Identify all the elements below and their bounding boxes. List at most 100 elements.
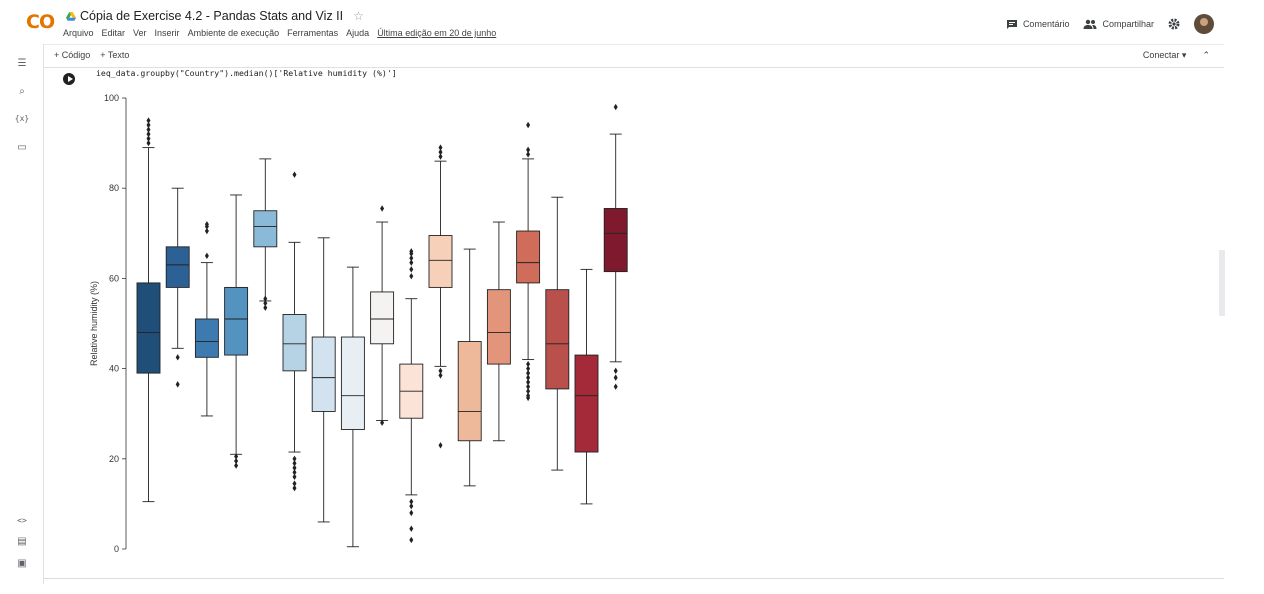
logo-text: CO xyxy=(26,11,55,33)
box xyxy=(545,289,570,390)
menu-item[interactable]: Ferramentas xyxy=(287,28,339,38)
outlier-point xyxy=(613,374,618,381)
box xyxy=(457,341,482,442)
outlier-point xyxy=(292,464,297,472)
outlier-point xyxy=(409,536,414,544)
outlier-point xyxy=(234,462,239,469)
code-cell[interactable]: ieq_data.groupby("Country").median()['Re… xyxy=(56,67,1224,577)
outlier-point xyxy=(409,248,414,255)
box xyxy=(282,314,307,372)
outlier-point xyxy=(526,374,531,381)
outlier-point xyxy=(292,171,297,178)
header-actions: Comentário Compartilhar xyxy=(1006,14,1214,34)
outlier-point xyxy=(292,455,297,462)
chevron-up-icon[interactable]: ⌃ xyxy=(1202,50,1210,60)
y-tick-label: 60 xyxy=(109,273,119,283)
menu-item[interactable]: Editar xyxy=(101,28,126,38)
share-label: Compartilhar xyxy=(1102,19,1154,29)
drive-icon xyxy=(66,11,76,21)
box xyxy=(340,336,365,430)
box xyxy=(370,291,395,345)
colab-logo[interactable]: CO xyxy=(26,11,55,33)
share-button[interactable]: Compartilhar xyxy=(1083,19,1154,29)
box xyxy=(253,210,278,248)
outlier-point xyxy=(526,369,531,377)
outlier-point xyxy=(204,227,209,235)
outlier-point xyxy=(613,383,618,390)
outlier-point xyxy=(204,221,209,228)
notebook-title[interactable]: Cópia de Exercise 4.2 - Pandas Stats and… xyxy=(80,9,344,23)
boxplot-chart: 0 20 40 60 80 100 Relative humidity (%) xyxy=(89,93,628,554)
outlier-point xyxy=(409,272,414,280)
outlier-point xyxy=(526,387,531,395)
menu-item[interactable]: Ajuda xyxy=(346,28,370,38)
outlier-point xyxy=(526,121,531,129)
table-of-contents-icon[interactable]: ☰ xyxy=(17,58,27,69)
y-tick-label: 40 xyxy=(109,364,119,374)
app-header: CO Cópia de Exercise 4.2 - Pandas Stats … xyxy=(0,0,1264,44)
comment-button[interactable]: Comentário xyxy=(1006,19,1070,30)
cell-divider xyxy=(44,578,1224,579)
menu-item[interactable]: Inserir xyxy=(154,28,180,38)
box xyxy=(574,354,599,453)
outlier-point xyxy=(292,473,297,481)
outlier-point xyxy=(146,126,151,133)
outlier-point xyxy=(526,365,531,372)
run-cell-icon[interactable] xyxy=(63,73,75,85)
left-sidebar: ☰ ⌕ {x} ▭ <> ▤ ▣ xyxy=(0,44,44,584)
menu-item[interactable]: Arquivo xyxy=(63,28,94,38)
avatar[interactable] xyxy=(1194,14,1214,34)
outlier-point xyxy=(146,139,151,147)
chevron-down-icon: ▾ xyxy=(1181,50,1187,60)
star-icon[interactable]: ☆ xyxy=(353,9,364,23)
outlier-point xyxy=(380,419,385,426)
y-tick-label: 80 xyxy=(109,183,119,193)
outlier-point xyxy=(409,266,414,273)
outlier-point xyxy=(292,460,297,467)
menu-item[interactable]: Ver xyxy=(133,28,147,38)
add-text-button[interactable]: + Texto xyxy=(100,50,130,60)
y-tick-label: 20 xyxy=(109,454,119,464)
people-icon xyxy=(1083,19,1097,29)
outlier-point xyxy=(409,498,414,505)
outlier-point xyxy=(146,135,151,142)
box xyxy=(165,246,190,288)
box xyxy=(194,318,219,358)
scrollbar[interactable] xyxy=(1219,250,1225,316)
add-code-button[interactable]: + Código xyxy=(54,50,91,60)
terminal-icon[interactable]: ▣ xyxy=(17,558,27,569)
outlier-point xyxy=(409,254,414,262)
outlier-point xyxy=(526,383,531,390)
outlier-point xyxy=(234,457,239,465)
command-palette-icon[interactable]: ▤ xyxy=(17,536,27,547)
box xyxy=(136,282,161,374)
comment-icon xyxy=(1006,19,1017,29)
outlier-point xyxy=(146,117,151,124)
last-edit-link[interactable]: Última edição em 20 de junho xyxy=(377,28,497,38)
search-icon[interactable]: ⌕ xyxy=(19,86,25,97)
outlier-point xyxy=(409,525,414,532)
outlier-point xyxy=(380,205,385,212)
box xyxy=(428,235,453,288)
connect-label: Conectar xyxy=(1142,50,1180,60)
cell-code[interactable]: ieq_data.groupby("Country").median()['Re… xyxy=(96,68,397,78)
outlier-point xyxy=(292,480,297,487)
outlier-point xyxy=(438,153,443,160)
comment-label: Comentário xyxy=(1022,19,1070,29)
outlier-point xyxy=(409,502,414,510)
connect-button[interactable]: Conectar ▾ xyxy=(1143,50,1187,61)
y-tick-label: 0 xyxy=(114,544,119,554)
box xyxy=(603,208,628,273)
gear-icon[interactable] xyxy=(1168,18,1180,30)
outlier-point xyxy=(292,484,297,492)
variables-icon[interactable]: {x} xyxy=(14,114,30,123)
folder-icon[interactable]: ▭ xyxy=(17,142,27,153)
code-snippets-icon[interactable]: <> xyxy=(17,516,27,525)
menu-item[interactable]: Ambiente de execução xyxy=(187,28,280,38)
outlier-point xyxy=(526,378,531,386)
outlier-point xyxy=(409,259,414,266)
outlier-point xyxy=(146,130,151,138)
outlier-point xyxy=(146,121,151,129)
outlier-point xyxy=(526,146,531,154)
outlier-point xyxy=(234,453,239,460)
